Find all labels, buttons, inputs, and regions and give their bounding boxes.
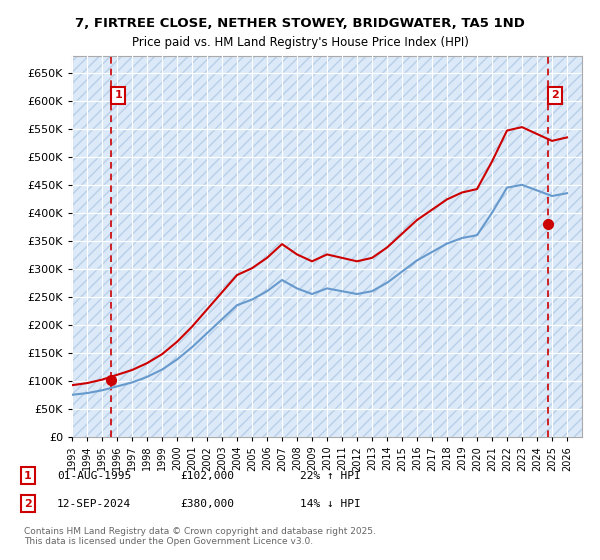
Text: 2: 2 <box>24 499 32 509</box>
Text: 2: 2 <box>551 90 559 100</box>
Text: 1: 1 <box>115 90 122 100</box>
Text: £380,000: £380,000 <box>180 499 234 509</box>
Text: £102,000: £102,000 <box>180 471 234 481</box>
Text: 22% ↑ HPI: 22% ↑ HPI <box>300 471 361 481</box>
Text: 12-SEP-2024: 12-SEP-2024 <box>57 499 131 509</box>
Text: 14% ↓ HPI: 14% ↓ HPI <box>300 499 361 509</box>
Text: Contains HM Land Registry data © Crown copyright and database right 2025.
This d: Contains HM Land Registry data © Crown c… <box>24 526 376 546</box>
Text: 1: 1 <box>24 471 32 481</box>
Text: 7, FIRTREE CLOSE, NETHER STOWEY, BRIDGWATER, TA5 1ND: 7, FIRTREE CLOSE, NETHER STOWEY, BRIDGWA… <box>75 17 525 30</box>
Text: 01-AUG-1995: 01-AUG-1995 <box>57 471 131 481</box>
Text: Price paid vs. HM Land Registry's House Price Index (HPI): Price paid vs. HM Land Registry's House … <box>131 36 469 49</box>
